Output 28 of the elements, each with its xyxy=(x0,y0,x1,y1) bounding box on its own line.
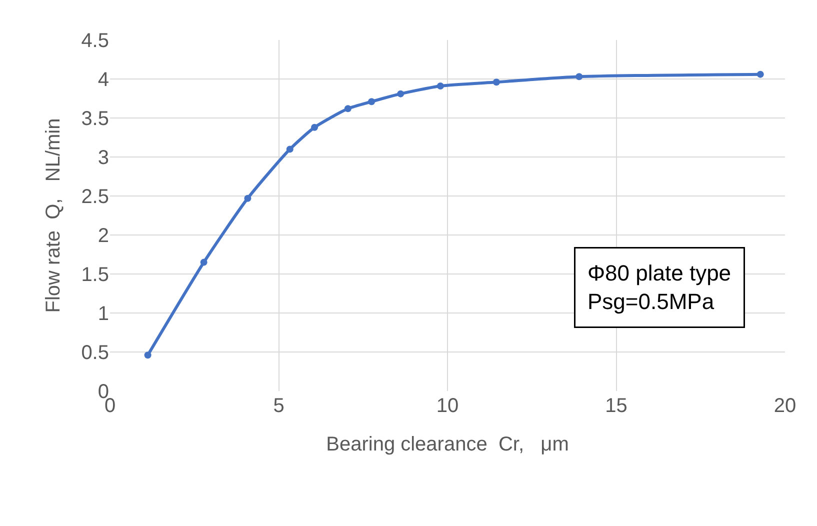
y-axis-title: Flow rate Q, NL/min xyxy=(42,118,65,313)
point xyxy=(436,82,444,90)
y-tick-label: 4 xyxy=(98,69,109,91)
x-tick-label: 20 xyxy=(774,395,796,417)
x-axis-title: Bearing clearance Cr, μm xyxy=(326,434,569,456)
y-tick-label: 3.5 xyxy=(81,108,109,130)
point xyxy=(311,124,318,131)
point xyxy=(368,98,376,106)
point xyxy=(492,78,500,86)
y-tick-label: 1.5 xyxy=(81,264,109,286)
x-tick-label: 10 xyxy=(436,395,459,417)
y-tick-label: 4.5 xyxy=(81,30,109,52)
x-tick-label: 5 xyxy=(273,395,284,417)
y-tick-label: 2 xyxy=(98,225,109,247)
point xyxy=(144,352,152,359)
y-tick-label: 1 xyxy=(98,303,109,325)
y-tick-label: 3 xyxy=(98,147,109,169)
point xyxy=(244,194,252,202)
point xyxy=(200,258,208,266)
point xyxy=(344,105,352,112)
point xyxy=(397,90,404,98)
annotation: Φ80 plate type Psg=0.5MPa xyxy=(588,260,732,314)
point xyxy=(286,146,294,153)
point xyxy=(756,70,764,78)
y-tick-label: 0.5 xyxy=(81,342,109,364)
point xyxy=(576,73,583,80)
y-tick-label: 2.5 xyxy=(81,186,109,208)
x-tick-label: 15 xyxy=(605,395,628,417)
